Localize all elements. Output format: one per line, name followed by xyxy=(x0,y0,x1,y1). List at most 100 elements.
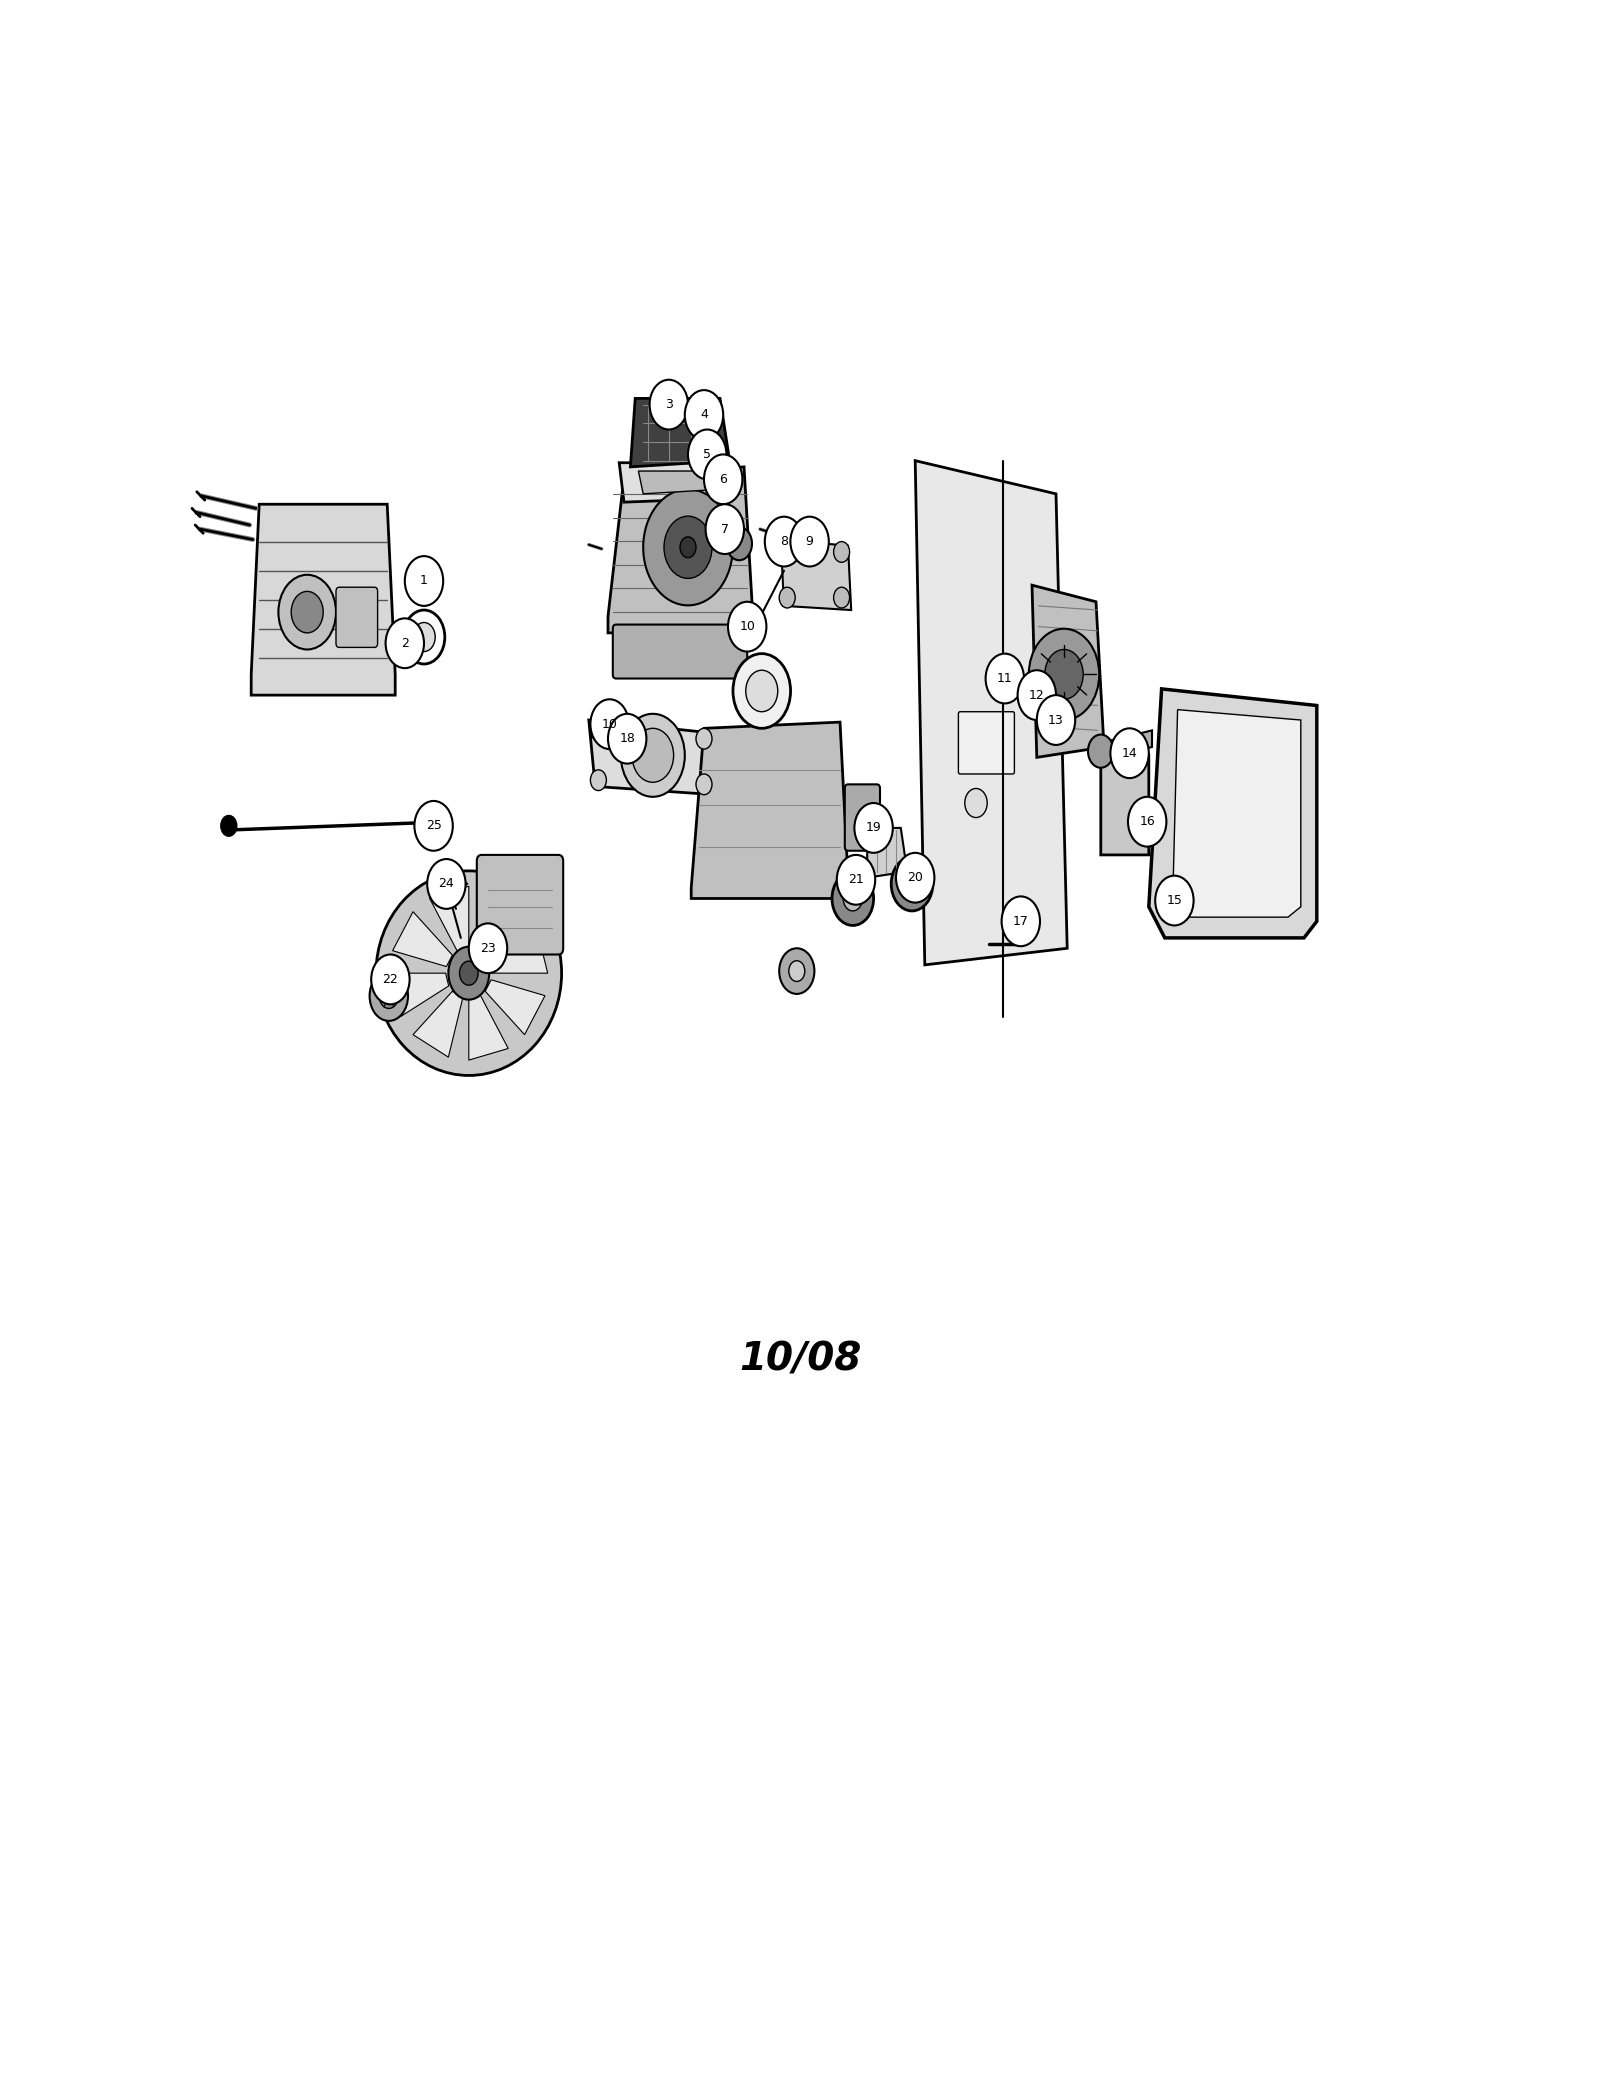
Circle shape xyxy=(1037,695,1075,745)
Circle shape xyxy=(696,728,712,749)
Text: 13: 13 xyxy=(1048,714,1064,726)
Circle shape xyxy=(779,587,795,608)
Circle shape xyxy=(1002,896,1040,946)
Polygon shape xyxy=(469,996,509,1060)
Text: 12: 12 xyxy=(1029,689,1045,701)
Circle shape xyxy=(834,587,850,608)
Circle shape xyxy=(469,923,507,973)
Circle shape xyxy=(664,517,712,579)
Polygon shape xyxy=(485,979,546,1035)
Polygon shape xyxy=(429,886,469,950)
Circle shape xyxy=(590,770,606,791)
Circle shape xyxy=(834,542,850,562)
Polygon shape xyxy=(589,720,715,795)
Polygon shape xyxy=(1173,710,1301,917)
FancyBboxPatch shape xyxy=(845,784,880,851)
Text: 10/08: 10/08 xyxy=(739,1340,861,1378)
Text: 8: 8 xyxy=(781,535,787,548)
Polygon shape xyxy=(619,463,733,502)
Text: 17: 17 xyxy=(1013,915,1029,928)
Circle shape xyxy=(413,622,435,652)
Circle shape xyxy=(386,618,424,668)
Circle shape xyxy=(379,984,398,1008)
Polygon shape xyxy=(915,461,1067,965)
Text: 20: 20 xyxy=(907,872,923,884)
Text: 3: 3 xyxy=(666,398,672,411)
Circle shape xyxy=(789,961,805,981)
Polygon shape xyxy=(490,930,547,973)
Circle shape xyxy=(986,654,1024,703)
Polygon shape xyxy=(608,467,752,633)
Circle shape xyxy=(370,971,408,1021)
Circle shape xyxy=(902,872,922,896)
Circle shape xyxy=(414,801,453,851)
Circle shape xyxy=(726,527,752,560)
Polygon shape xyxy=(251,504,395,695)
Polygon shape xyxy=(390,973,448,1017)
Text: 4: 4 xyxy=(701,409,707,421)
Circle shape xyxy=(608,714,646,764)
Circle shape xyxy=(427,859,466,909)
Polygon shape xyxy=(475,890,525,954)
Circle shape xyxy=(733,654,790,728)
Text: 25: 25 xyxy=(426,820,442,832)
Circle shape xyxy=(405,556,443,606)
Polygon shape xyxy=(1101,755,1149,855)
Text: 9: 9 xyxy=(806,535,813,548)
Text: 14: 14 xyxy=(1122,747,1138,759)
Text: 24: 24 xyxy=(438,878,454,890)
Circle shape xyxy=(685,390,723,440)
Circle shape xyxy=(632,728,674,782)
FancyBboxPatch shape xyxy=(613,625,747,679)
Circle shape xyxy=(590,720,606,741)
Circle shape xyxy=(706,504,744,554)
FancyBboxPatch shape xyxy=(336,587,378,647)
Circle shape xyxy=(728,602,766,652)
Text: 18: 18 xyxy=(619,732,635,745)
Circle shape xyxy=(854,803,893,853)
Circle shape xyxy=(704,454,742,504)
Circle shape xyxy=(371,954,410,1004)
Polygon shape xyxy=(1032,585,1104,757)
Text: 5: 5 xyxy=(704,448,712,461)
Circle shape xyxy=(843,886,862,911)
Polygon shape xyxy=(1149,689,1317,938)
Circle shape xyxy=(590,699,629,749)
Circle shape xyxy=(650,380,688,430)
Text: 11: 11 xyxy=(997,672,1013,685)
Polygon shape xyxy=(781,540,851,610)
Circle shape xyxy=(1088,735,1114,768)
Circle shape xyxy=(1110,728,1149,778)
Circle shape xyxy=(459,961,478,986)
Circle shape xyxy=(448,946,490,1000)
Circle shape xyxy=(643,490,733,606)
Polygon shape xyxy=(867,828,907,878)
Circle shape xyxy=(278,575,336,649)
Circle shape xyxy=(1045,649,1083,699)
Circle shape xyxy=(896,853,934,903)
Text: 15: 15 xyxy=(1166,894,1182,907)
Circle shape xyxy=(291,591,323,633)
Circle shape xyxy=(765,517,803,566)
Circle shape xyxy=(891,857,933,911)
Circle shape xyxy=(779,537,795,558)
Circle shape xyxy=(221,815,237,836)
FancyBboxPatch shape xyxy=(477,855,563,955)
Circle shape xyxy=(1018,670,1056,720)
Text: 22: 22 xyxy=(382,973,398,986)
Text: 16: 16 xyxy=(1139,815,1155,828)
Circle shape xyxy=(790,517,829,566)
Polygon shape xyxy=(392,911,453,967)
Text: 1: 1 xyxy=(421,575,427,587)
Polygon shape xyxy=(1101,730,1152,759)
FancyBboxPatch shape xyxy=(958,712,1014,774)
Text: 10: 10 xyxy=(602,718,618,730)
Circle shape xyxy=(680,537,696,558)
Text: 23: 23 xyxy=(480,942,496,955)
Text: 6: 6 xyxy=(720,473,726,486)
Circle shape xyxy=(621,714,685,797)
Circle shape xyxy=(1155,876,1194,925)
Text: 7: 7 xyxy=(722,523,730,535)
Text: 21: 21 xyxy=(848,874,864,886)
Circle shape xyxy=(837,855,875,905)
